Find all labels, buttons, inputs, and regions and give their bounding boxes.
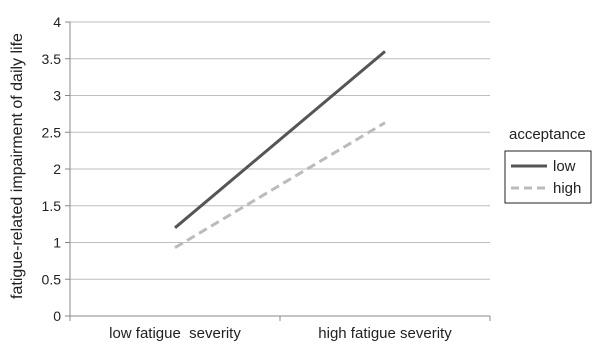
legend: acceptance low high xyxy=(504,126,592,204)
legend-title: acceptance xyxy=(509,126,586,143)
y-tick-label: 0.5 xyxy=(42,271,62,287)
x-category-labels: low fatigue severity high fatigue severit… xyxy=(109,325,452,342)
y-tick-label: 4 xyxy=(53,14,61,30)
y-axis-title: fatigue-related impairment of daily life xyxy=(9,33,26,299)
axes xyxy=(69,22,491,321)
x-category-label: high fatigue severity xyxy=(318,325,452,342)
series-line-high xyxy=(174,121,386,249)
x-category-label: low fatigue severity xyxy=(109,325,241,342)
grid xyxy=(65,21,490,317)
legend-label-low: low xyxy=(553,158,576,175)
y-tick-label: 0 xyxy=(53,308,61,324)
y-tick-label: 1 xyxy=(53,235,61,251)
y-tick-label: 3 xyxy=(53,88,61,104)
legend-items: low high xyxy=(511,158,581,197)
legend-label-high: high xyxy=(553,180,581,197)
y-tick-label: 2 xyxy=(53,161,61,177)
series-lines xyxy=(174,50,386,249)
y-tick-label: 3.5 xyxy=(42,51,62,67)
legend-box xyxy=(504,150,592,204)
y-tick-labels: 0 0.5 1 1.5 2 2.5 3 3.5 4 xyxy=(42,14,62,324)
series-line-low xyxy=(174,50,386,229)
y-tick-label: 2.5 xyxy=(42,124,62,140)
y-tick-label: 1.5 xyxy=(42,198,62,214)
